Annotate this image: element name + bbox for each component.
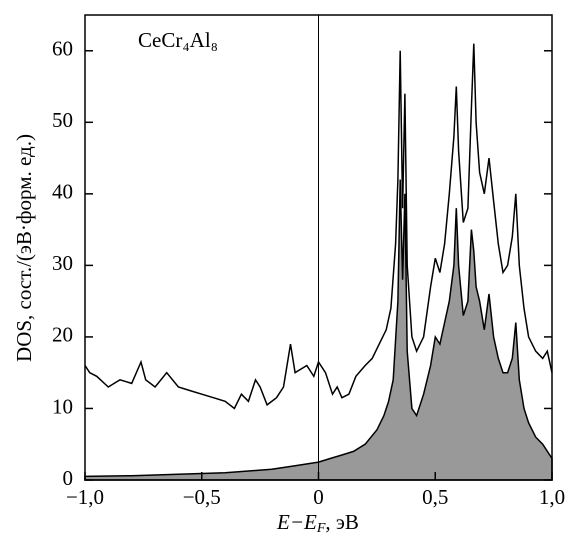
y-tick-label: 60 bbox=[52, 37, 73, 61]
x-tick-label: −0,5 bbox=[183, 485, 221, 509]
y-tick-label: 50 bbox=[52, 108, 73, 132]
x-label-main: E−E bbox=[276, 510, 317, 534]
x-label-unit: , эВ bbox=[325, 510, 359, 534]
x-axis-label: E−EF, эВ bbox=[276, 510, 359, 536]
area bbox=[84, 179, 553, 481]
x-tick-label: 1,0 bbox=[539, 485, 565, 509]
y-axis-label: DOS, сост./(эВ·форм. ед.) bbox=[12, 134, 36, 362]
y-tick-label: 40 bbox=[52, 180, 73, 204]
y-tick-label: 30 bbox=[52, 251, 73, 275]
x-tick-label: 0,5 bbox=[422, 485, 448, 509]
x-tick-label: −1,0 bbox=[66, 485, 104, 509]
y-tick-label: 0 bbox=[63, 466, 74, 490]
y-tick-label: 10 bbox=[52, 394, 73, 418]
annotation: CeCr₄Al₈ bbox=[138, 28, 218, 52]
x-label-sub: F bbox=[316, 521, 326, 536]
line bbox=[84, 43, 553, 410]
y-tick-label: 20 bbox=[52, 323, 73, 347]
x-tick-label: 0 bbox=[313, 485, 324, 509]
